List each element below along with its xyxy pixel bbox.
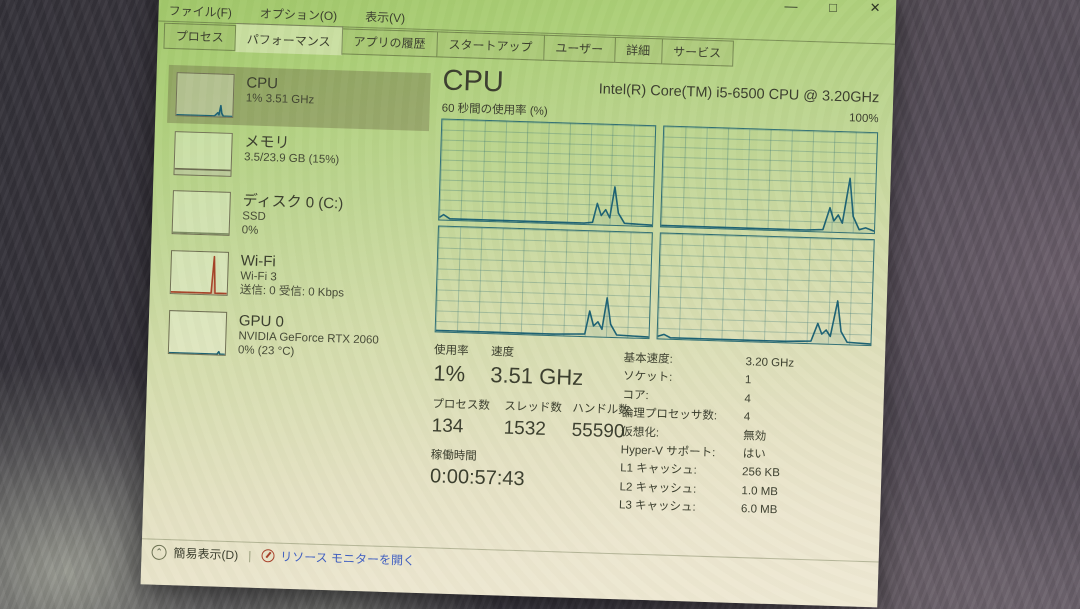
maximize-icon[interactable]: □ — [828, 0, 838, 15]
core-graph-3[interactable] — [434, 225, 653, 340]
core-graph-2[interactable] — [660, 125, 879, 235]
sidebar-item-disk0[interactable]: ディスク 0 (C:) SSD 0% — [163, 183, 427, 250]
resource-monitor-icon — [261, 549, 275, 563]
wifi-mini-graph — [169, 250, 230, 296]
threads-value: 1532 — [503, 417, 547, 440]
uptime-value: 0:00:57:43 — [429, 465, 525, 491]
sidebar-item-stat: 1% 3.51 GHz — [245, 92, 315, 107]
usage-value: 1% — [432, 360, 466, 387]
tab-app-history[interactable]: アプリの履歴 — [342, 28, 438, 58]
footer-bar: ⌃ 簡易表示(D) | リソース モニターを開く — [141, 538, 879, 588]
sidebar-item-wifi[interactable]: Wi-Fi Wi-Fi 3 送信: 0 受信: 0 Kbps — [161, 243, 425, 310]
menu-file[interactable]: ファイル(F) — [168, 3, 233, 20]
cpu-stats: 使用率 速度 1% 3.51 GHz プロセス数 スレッド数 ハンドル数 134… — [429, 343, 871, 522]
sidebar-item-stat: 0% (23 °C) — [237, 344, 295, 358]
sidebar-item-stat: 0% — [241, 224, 259, 237]
disk-mini-graph — [171, 190, 231, 236]
axis-usage-label: 60 秒間の使用率 (%) — [441, 102, 548, 118]
task-manager-window: タスク マネージャー — □ ✕ ファイル(F) オプション(O) 表示(V) … — [140, 0, 897, 608]
memory-mini-graph — [173, 131, 233, 177]
tab-users[interactable]: ユーザー — [544, 34, 616, 63]
tab-startup[interactable]: スタートアップ — [437, 31, 545, 61]
core-graph-1[interactable] — [438, 118, 657, 228]
spec-value: 6.0 MB — [740, 503, 778, 517]
open-resource-monitor-link[interactable]: リソース モニターを開く — [280, 549, 416, 568]
tab-details[interactable]: 詳細 — [614, 36, 663, 65]
tab-performance[interactable]: パフォーマンス — [235, 23, 343, 56]
gpu-mini-graph — [167, 310, 228, 356]
processes-value: 134 — [431, 415, 464, 438]
cpu-spec-list: 基本速度: 3.20 GHz ソケット: 1 コア: 4 論理プロセッサ数: 4 仮想化… — [619, 349, 871, 522]
cpu-stats-left: 使用率 速度 1% 3.51 GHz プロセス数 スレッド数 ハンドル数 134… — [429, 343, 640, 515]
sidebar-item-title: CPU — [246, 74, 279, 93]
menu-view[interactable]: 表示(V) — [364, 9, 406, 25]
sidebar-item-gpu0[interactable]: GPU 0 NVIDIA GeForce RTX 2060 0% (23 °C) — [160, 303, 424, 370]
per-core-graph-grid — [434, 118, 879, 347]
simple-view-button[interactable]: 簡易表示(D) — [173, 546, 239, 563]
close-icon[interactable]: ✕ — [869, 0, 881, 16]
tab-services[interactable]: サービス — [661, 38, 734, 67]
axis-max-label: 100% — [848, 112, 879, 126]
collapse-icon: ⌃ — [151, 544, 167, 561]
usage-label: 使用率 — [433, 344, 469, 358]
core-graph-4[interactable] — [656, 232, 875, 347]
footer-divider: | — [247, 548, 252, 563]
menu-options[interactable]: オプション(O) — [259, 6, 338, 23]
cpu-panel: CPU Intel(R) Core(TM) i5-6500 CPU @ 3.20… — [429, 64, 880, 523]
sidebar-item-memory[interactable]: メモリ 3.5/23.9 GB (15%) — [165, 124, 429, 190]
tab-processes[interactable]: プロセス — [163, 22, 237, 51]
sidebar-item-cpu[interactable]: CPU 1% 3.51 GHz — [167, 64, 431, 132]
sidebar-item-stat: 送信: 0 受信: 0 Kbps — [239, 284, 345, 300]
spec-label: L3 キャッシュ: — [618, 499, 696, 514]
speed-value: 3.51 GHz — [489, 362, 584, 391]
minimize-icon[interactable]: — — [784, 0, 798, 14]
sidebar-item-stat: 3.5/23.9 GB (15%) — [243, 151, 340, 167]
cpu-panel-title: CPU — [442, 64, 505, 99]
cpu-mini-graph — [175, 72, 235, 118]
performance-sidebar: CPU 1% 3.51 GHz メモリ 3.5/23.9 GB (15%) ディ… — [160, 64, 431, 371]
